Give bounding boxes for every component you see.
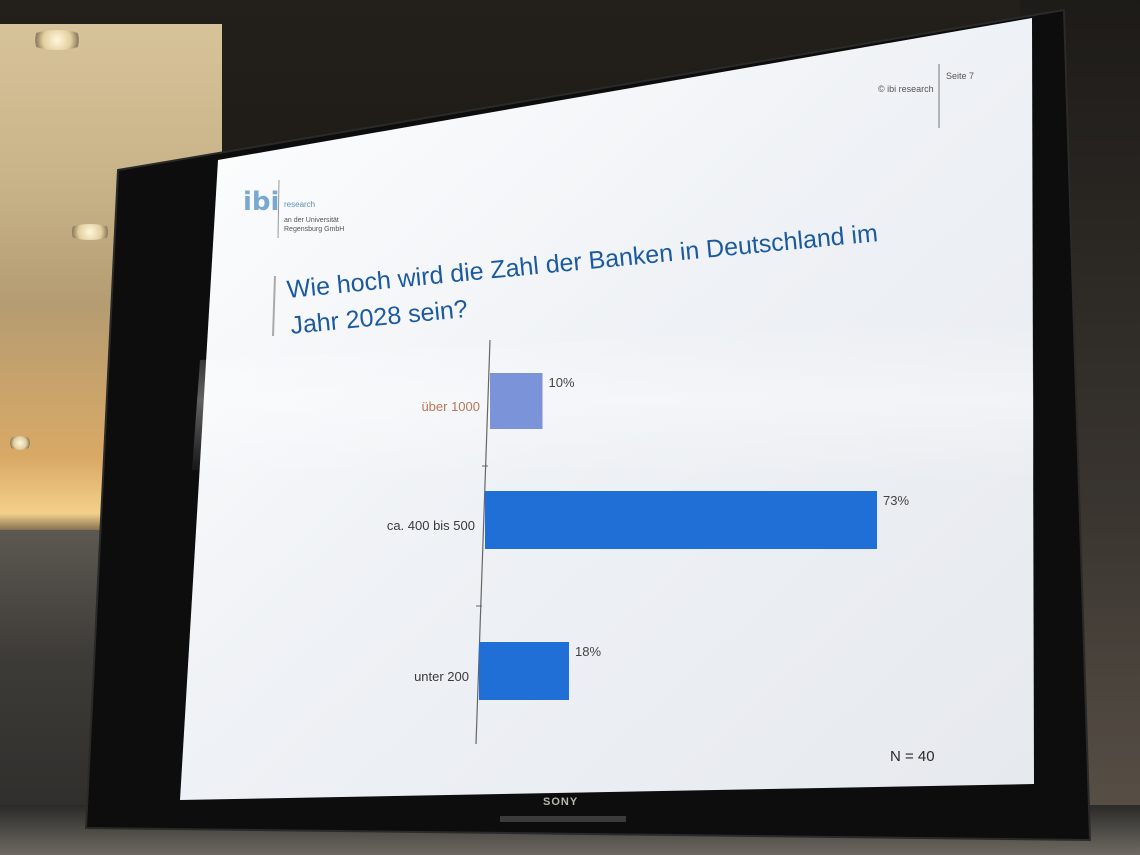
logo-line-1: research <box>284 200 315 209</box>
ceiling-light-icon <box>8 436 32 450</box>
ceiling-light-icon <box>66 224 114 240</box>
monitor-base-strip <box>500 816 626 822</box>
copyright-label: © ibi research <box>878 84 934 94</box>
monitor-brand-logo: SONY <box>543 796 579 808</box>
category-label: unter 200 <box>414 669 469 684</box>
bar <box>490 373 543 429</box>
slide-title-line-2: Jahr 2028 sein? <box>289 295 469 340</box>
value-label: 10% <box>549 375 575 390</box>
category-label: über 1000 <box>421 399 480 414</box>
value-label: 73% <box>883 493 909 508</box>
category-label: ca. 400 bis 500 <box>387 518 475 533</box>
bar <box>485 491 878 549</box>
title-accent-bar <box>272 275 276 337</box>
logo-line-3: Regensburg GmbH <box>284 226 344 233</box>
bar <box>479 642 569 700</box>
logo-line-2: an der Universität <box>284 217 339 224</box>
value-label: 18% <box>575 644 601 659</box>
slide-title-line-1: Wie hoch wird die Zahl der Banken in Deu… <box>286 219 879 304</box>
screen-glare <box>192 320 1034 480</box>
sample-size-label: N = 40 <box>890 748 935 765</box>
ibi-logo-icon: ibi <box>243 187 279 217</box>
chart-axis <box>475 339 491 745</box>
page-number: Seite 7 <box>946 71 974 81</box>
ceiling-light-icon <box>28 30 86 50</box>
bar-chart: über 1000 10% ca. 400 bis 500 73% unter 200 1… <box>387 339 909 745</box>
logo-divider <box>277 179 280 239</box>
